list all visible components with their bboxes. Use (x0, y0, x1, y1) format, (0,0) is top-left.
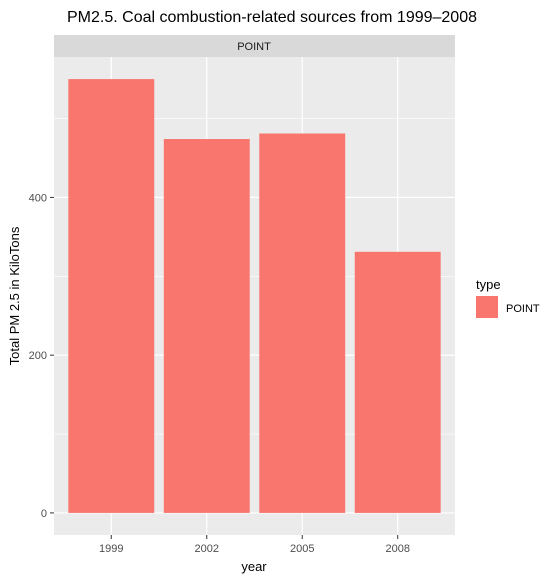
x-tick-label-1999: 1999 (99, 543, 123, 555)
y-tick-label-200: 200 (29, 350, 47, 362)
facet-strip (54, 35, 455, 57)
legend-key-point (476, 296, 498, 318)
x-axis: 1999 2002 2005 2008 (99, 535, 410, 555)
facet-strip-label: POINT (237, 41, 271, 53)
legend: type POINT (476, 277, 540, 318)
y-tick-label-400: 400 (29, 192, 47, 204)
y-axis: 0 200 400 (29, 192, 54, 520)
bars (68, 79, 441, 513)
legend-title: type (476, 277, 501, 292)
bar-2002 (163, 139, 250, 513)
x-tick-label-2005: 2005 (290, 543, 314, 555)
bar-2005 (259, 133, 346, 513)
x-axis-title: year (241, 559, 267, 574)
x-tick-label-2008: 2008 (385, 543, 409, 555)
bar-1999 (68, 79, 155, 513)
chart-title: PM2.5. Coal combustion-related sources f… (67, 9, 477, 26)
bar-2008 (354, 251, 441, 513)
y-axis-title: Total PM 2.5 in KiloTons (7, 226, 22, 365)
x-tick-label-2002: 2002 (195, 543, 219, 555)
legend-label-point: POINT (506, 303, 540, 315)
y-tick-label-0: 0 (41, 508, 47, 520)
